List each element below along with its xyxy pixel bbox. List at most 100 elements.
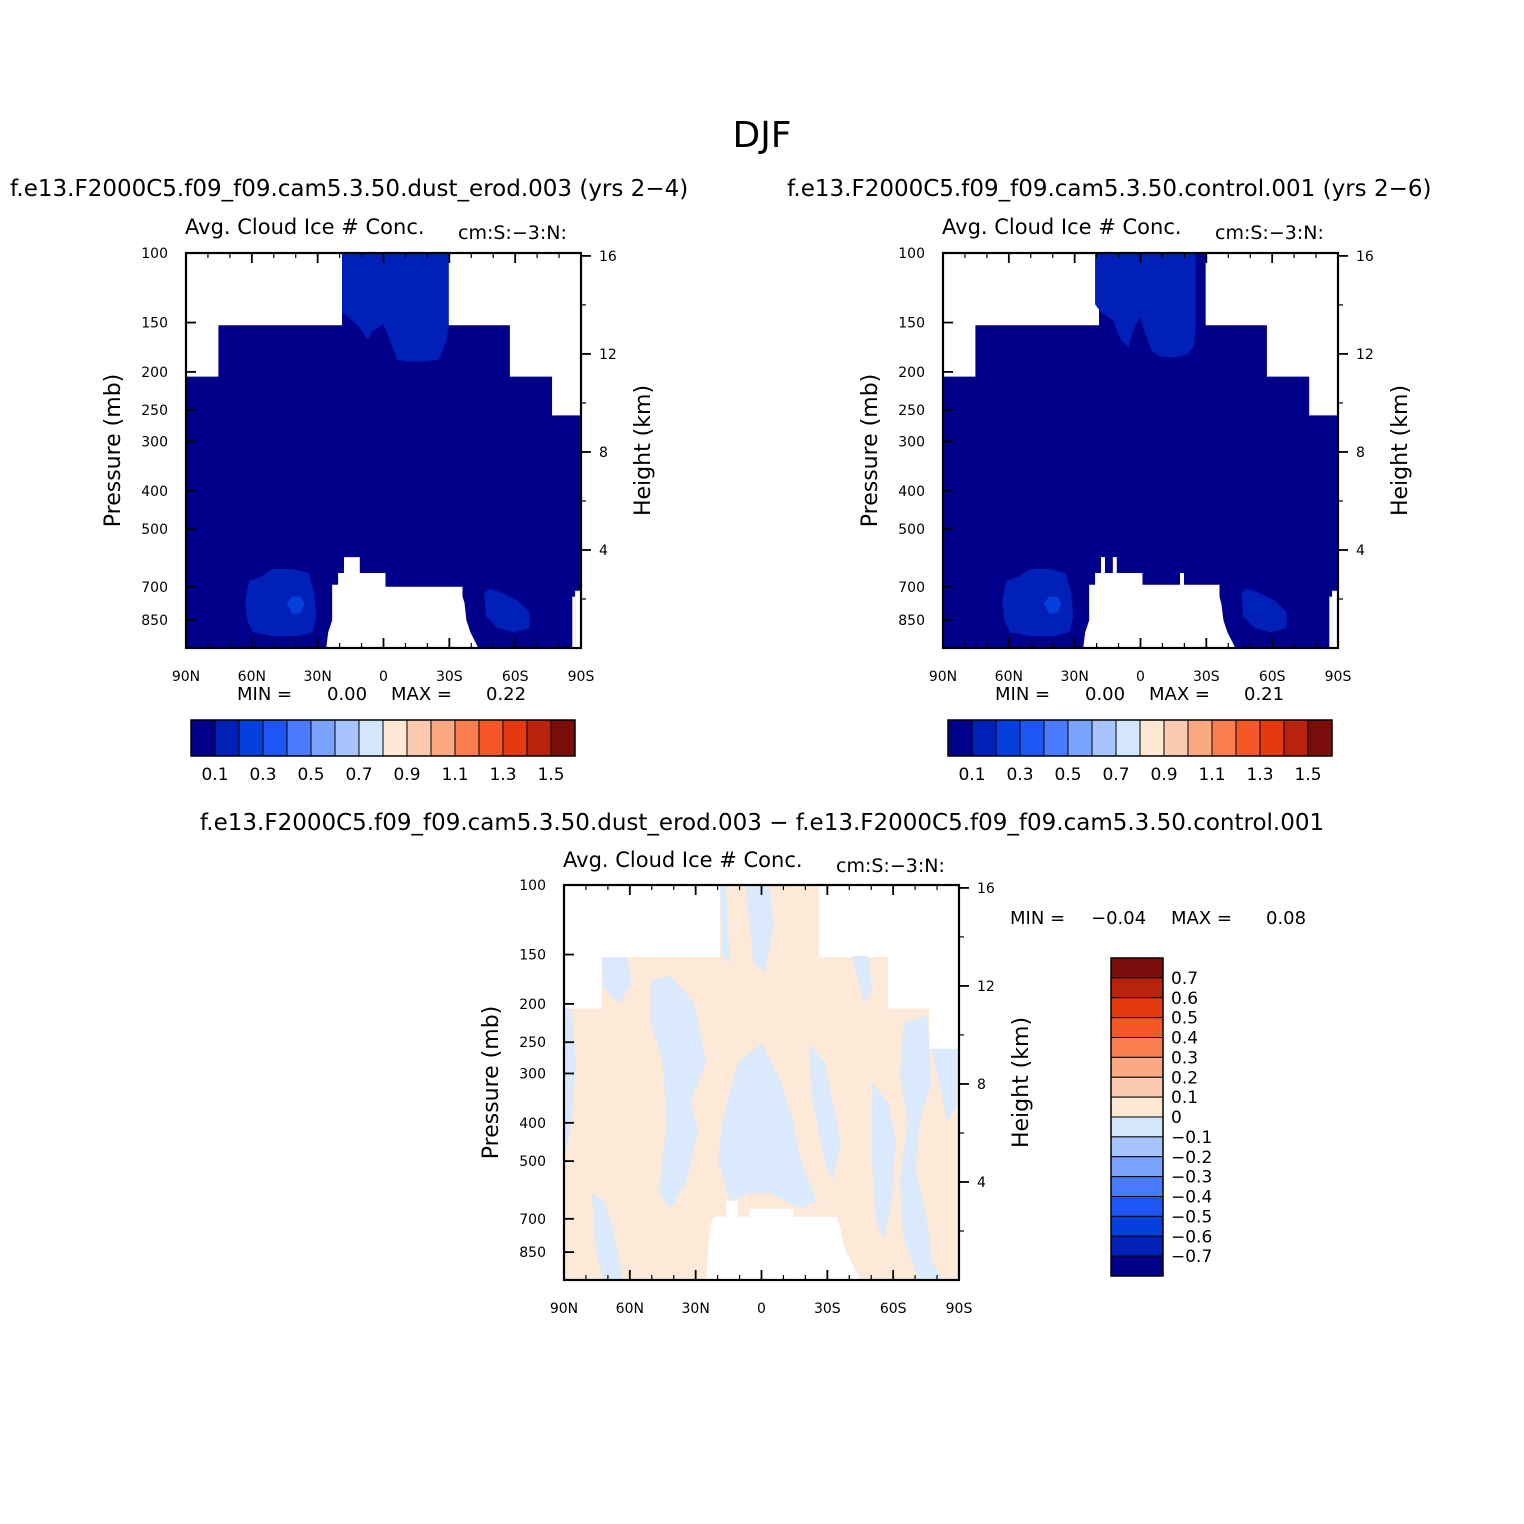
contour-fill-level-neg0.1-to-0 (899, 1015, 944, 1280)
contour-fill-level-neg0.1-to-0 (931, 1048, 959, 1122)
y-tick-label: 400 (141, 484, 168, 500)
missing-data-ground (572, 596, 576, 648)
colorbar-swatch (1163, 719, 1189, 757)
colorbar-label: 0.9 (393, 765, 420, 785)
max-value: 0.21 (1244, 684, 1285, 705)
x-tick-label: 90N (929, 669, 957, 685)
colorbar-label: 0.6 (1171, 989, 1198, 1009)
y-tick-label: 100 (141, 246, 168, 262)
x-tick-label: 90S (568, 669, 595, 685)
colorbar-swatch (454, 719, 480, 757)
colorbar-label: 0 (1171, 1108, 1182, 1128)
y2-tick-label: 12 (977, 979, 995, 995)
x-tick-label: 60N (995, 669, 1023, 685)
y2-tick-label: 4 (977, 1175, 986, 1191)
y-tick-label: 850 (141, 613, 168, 629)
colorbar-label: 1.5 (1294, 765, 1321, 785)
colorbar-label: 1.1 (441, 765, 468, 785)
y-tick-label: 250 (519, 1035, 546, 1051)
case-title-difference: f.e13.F2000C5.f09_f09.cam5.3.50.dust_ero… (199, 810, 1325, 836)
colorbar-swatch (1110, 1037, 1164, 1058)
contour-fill-level-2 (342, 253, 449, 362)
max-label: MAX = (1171, 908, 1232, 929)
figure-title: DJF (732, 115, 792, 156)
max-value: 0.08 (1266, 908, 1307, 929)
colorbar-label: 0.2 (1171, 1068, 1198, 1088)
colorbar-swatch (550, 719, 576, 757)
x-tick-label: 0 (1136, 669, 1145, 685)
y-tick-label: 500 (519, 1154, 546, 1170)
x-tick-label: 60S (502, 669, 529, 685)
colorbar-label: −0.4 (1171, 1188, 1212, 1208)
colorbar-swatch (1110, 1196, 1164, 1217)
case-title-dust-erod: f.e13.F2000C5.f09_f09.cam5.3.50.dust_ero… (10, 176, 689, 202)
colorbar-label: 1.3 (1246, 765, 1273, 785)
y-tick-label: 200 (141, 365, 168, 381)
colorbar-swatch (1283, 719, 1309, 757)
contour-fill-level-neg0.1-to-0 (601, 957, 632, 1004)
max-value: 0.22 (486, 684, 527, 705)
colorbar-label: 0.7 (1171, 969, 1198, 989)
colorbar-swatch (286, 719, 312, 757)
colorbar-swatch (1110, 1255, 1164, 1277)
min-value: 0.00 (1085, 684, 1126, 705)
x-tick-label: 30S (814, 1301, 841, 1317)
y2-tick-label: 8 (599, 445, 608, 461)
y2-tick-label: 4 (1356, 543, 1365, 559)
contour-fill-level-neg0.1-to-0 (718, 1043, 817, 1209)
panel-title: Avg. Cloud Ice # Conc. (942, 215, 1182, 239)
y2-tick-label: 12 (1356, 347, 1374, 363)
contour-fill-level-neg0.1-to-0 (650, 975, 707, 1209)
x-tick-label: 0 (757, 1301, 766, 1317)
contour-fill-level-3 (286, 596, 305, 615)
colorbar-label: 0.5 (1171, 1009, 1198, 1029)
y-tick-label: 150 (898, 316, 925, 332)
y2-axis-label: Height (km) (1009, 1017, 1034, 1148)
colorbar-swatch (1110, 1056, 1164, 1078)
x-tick-label: 30S (1193, 669, 1220, 685)
y-tick-label: 150 (519, 948, 546, 964)
colorbar-swatch (1110, 997, 1164, 1019)
y2-axis-label: Height (km) (631, 385, 656, 516)
colorbar-label: −0.7 (1171, 1247, 1212, 1267)
y2-tick-label: 12 (599, 347, 617, 363)
missing-data-ground (326, 557, 479, 648)
contour-fill-level-1 (186, 253, 581, 648)
x-tick-label: 60N (238, 669, 266, 685)
y-tick-label: 100 (519, 878, 546, 894)
panel-title: Avg. Cloud Ice # Conc. (563, 848, 803, 872)
max-label: MAX = (1149, 684, 1210, 705)
colorbar-swatch (1110, 1235, 1164, 1257)
min-value: 0.00 (327, 684, 368, 705)
colorbar-swatch (478, 719, 504, 757)
min-label: MIN = (995, 684, 1051, 705)
colorbar-label: 0.7 (1102, 765, 1129, 785)
x-tick-label: 60N (616, 1301, 644, 1317)
contour-fill-level-2 (1095, 253, 1196, 358)
colorbar-label: −0.6 (1171, 1227, 1212, 1247)
y2-tick-label: 16 (1356, 249, 1374, 265)
colorbar-swatch (358, 719, 384, 757)
contour-fill-level-neg0.1-to-0 (720, 885, 730, 964)
min-label: MIN = (1010, 908, 1066, 929)
x-tick-label: 60S (880, 1301, 907, 1317)
colorbar-swatch (1110, 1076, 1164, 1098)
colorbar-swatch (1110, 1215, 1164, 1237)
colorbar-label: 1.1 (1198, 765, 1225, 785)
contour-fill-level-2 (484, 588, 530, 633)
colorbar-swatch (1235, 719, 1261, 757)
y2-tick-label: 4 (599, 543, 608, 559)
contour-fill-level-2 (1002, 569, 1074, 637)
colorbar-swatch (1019, 719, 1045, 757)
panel-units: cm:S:−3:N: (1215, 222, 1324, 244)
colorbar-label: 0.3 (1006, 765, 1033, 785)
panel-title: Avg. Cloud Ice # Conc. (185, 215, 425, 239)
colorbar-label: 0.3 (1171, 1048, 1198, 1068)
y-tick-label: 250 (898, 403, 925, 419)
missing-data-ground (1083, 557, 1236, 648)
x-tick-label: 30N (682, 1301, 710, 1317)
